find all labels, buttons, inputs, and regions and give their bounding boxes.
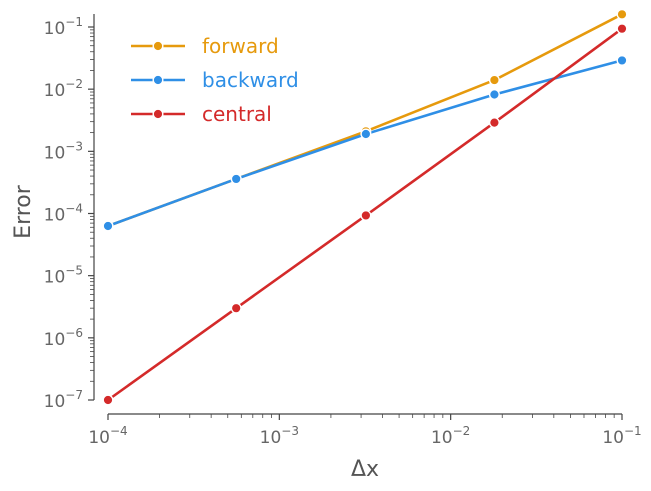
series-points — [102, 8, 628, 406]
x-tick-label-exponent: −2 — [453, 424, 471, 438]
y-tick-label-base: 10 — [44, 19, 66, 39]
data-point-backward — [488, 89, 500, 101]
y-ticks: 10−710−610−510−410−310−210−1 — [44, 15, 94, 412]
x-tick-label: 10−2 — [431, 424, 470, 448]
legend-marker-forward — [152, 40, 164, 52]
data-point-forward — [616, 8, 628, 20]
legend: forward backward central — [131, 34, 299, 126]
legend-marker-central — [152, 108, 164, 120]
y-tick-label: 10−4 — [44, 202, 83, 226]
y-tick-label: 10−3 — [44, 139, 83, 163]
x-ticks: 10−4 10−3 10−2 10−1 — [88, 414, 642, 448]
data-point-forward — [488, 74, 500, 86]
data-point-central — [102, 394, 114, 406]
x-tick-label-base: 10 — [260, 428, 282, 448]
y-tick-label-base: 10 — [44, 81, 66, 101]
y-tick-label-exponent: −6 — [65, 326, 83, 340]
x-tick-label-exponent: −4 — [110, 424, 128, 438]
data-point-central — [360, 209, 372, 221]
data-point-backward — [230, 173, 242, 185]
x-tick-label: 10−3 — [260, 424, 299, 448]
x-tick-label-base: 10 — [602, 428, 624, 448]
y-tick-label: 10−5 — [44, 264, 83, 288]
data-point-central — [230, 302, 242, 314]
x-tick-label: 10−4 — [88, 424, 127, 448]
x-tick-label-base: 10 — [431, 428, 453, 448]
y-axis-title: Error — [11, 184, 36, 239]
data-point-backward — [102, 220, 114, 232]
y-tick-label: 10−2 — [44, 77, 83, 101]
y-tick-label-exponent: −5 — [65, 264, 83, 278]
y-tick-label-exponent: −1 — [65, 15, 83, 29]
y-tick-label-exponent: −4 — [65, 202, 83, 216]
data-point-backward — [616, 54, 628, 66]
legend-marker-backward — [152, 74, 164, 86]
series-line-forward — [107, 13, 623, 228]
y-tick-label: 10−7 — [44, 388, 83, 412]
axes — [93, 14, 622, 415]
y-tick-label-base: 10 — [44, 143, 66, 163]
y-tick-label-base: 10 — [44, 392, 66, 412]
minor-ticks — [90, 29, 615, 418]
data-point-central — [616, 23, 628, 35]
x-tick-label: 10−1 — [602, 424, 641, 448]
legend-label-central: central — [202, 102, 272, 126]
series-lines — [107, 13, 623, 402]
y-tick-label-exponent: −3 — [65, 139, 83, 153]
y-tick-label-base: 10 — [44, 268, 66, 288]
legend-label-forward: forward — [202, 34, 279, 58]
x-tick-label-base: 10 — [88, 428, 110, 448]
y-tick-label-exponent: −2 — [65, 77, 83, 91]
x-axis-title: Δx — [351, 457, 379, 482]
x-tick-label-exponent: −3 — [281, 424, 299, 438]
x-tick-label-exponent: −1 — [624, 424, 642, 438]
data-point-central — [488, 117, 500, 129]
data-point-backward — [360, 128, 372, 140]
legend-label-backward: backward — [202, 68, 299, 92]
y-tick-label: 10−1 — [44, 15, 83, 39]
y-tick-label-base: 10 — [44, 206, 66, 226]
y-tick-label: 10−6 — [44, 326, 83, 350]
y-tick-label-exponent: −7 — [65, 388, 83, 402]
y-tick-label-base: 10 — [44, 330, 66, 350]
